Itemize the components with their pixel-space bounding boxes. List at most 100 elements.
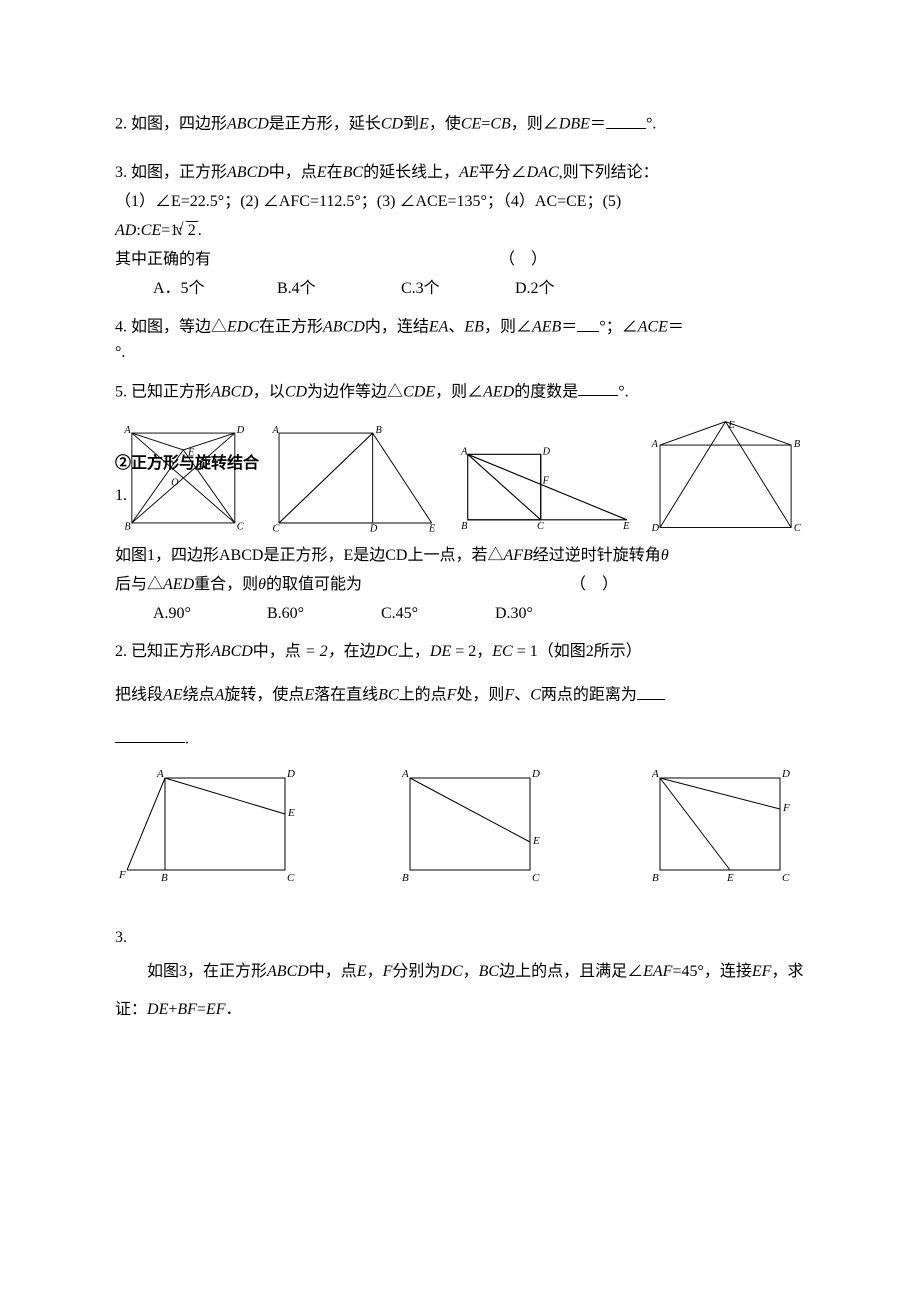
option-b: B.4个 [277,275,397,304]
figure-q2: AB CD E [265,418,438,538]
svg-text:E: E [532,835,540,847]
text: ． [226,1001,242,1018]
var: E [317,164,327,181]
rotation-q2: 2. 已知正方形ABCD中，点 = 2，在边DC上，DE = 2，EC = 1（… [115,638,805,754]
svg-text:F: F [782,802,790,814]
text: = 2， [451,643,492,660]
svg-text:A: A [650,439,658,450]
var: E [357,963,367,980]
svg-text:D: D [286,768,295,780]
question-3: 3. 如图，正方形ABCD中，点E在BC的延长线上，AE平分∠DAC,则下列结论… [115,159,805,303]
svg-text:E: E [726,872,734,884]
var: AFB [503,547,532,564]
var: ABCD [211,383,253,400]
option-d: D.2个 [515,275,595,304]
text: 4. 如图，等边△ [115,319,227,336]
blank [637,681,665,700]
text: 边上的点，且满足∠ [499,963,643,980]
text: ，则∠ [484,319,532,336]
svg-text:B: B [461,521,468,532]
svg-text:B: B [794,439,801,450]
svg-text:E: E [428,523,436,534]
svg-text:E: E [287,807,295,819]
svg-text:D: D [650,523,659,534]
var: DE [147,1001,168,1018]
svg-text:C: C [537,521,544,532]
var: = 2， [301,643,344,660]
var: AD [115,222,136,239]
option-d: D.30° [495,600,575,629]
text: . [198,222,202,239]
var: DC [376,643,398,660]
section-2-heading: ②正方形与旋转结合 [115,450,259,479]
svg-text:B: B [161,872,168,884]
svg-text:A: A [156,768,164,780]
text: 处，则 [456,687,504,704]
svg-text:C: C [237,521,244,532]
var: DAC [527,164,559,181]
svg-text:B: B [652,872,659,884]
var: DE [430,643,451,660]
var: EB [464,319,484,336]
svg-text:F: F [541,475,549,486]
var: DBE [559,116,590,133]
paren: （ ） [499,251,547,268]
var: θ [258,576,266,593]
text: 在正方形 [259,319,323,336]
text: . [185,730,189,747]
text: 的度数是 [514,383,578,400]
svg-text:B: B [402,872,409,884]
svg-text:C: C [273,523,280,534]
rotation-q1: 如图1，四边形ABCD是正方形，E是边CD上一点，若△AFB经过逆时针旋转角θ … [115,542,805,628]
options: A．5个 B.4个 C.3个 D.2个 [115,275,805,304]
svg-text:E: E [622,521,630,532]
text: = [481,116,490,133]
blank [115,725,185,744]
text: 在 [327,164,343,181]
text: 绕点 [183,687,215,704]
svg-text:C: C [532,872,540,884]
var: BC [343,164,363,181]
var: θ [661,547,669,564]
var: E [419,116,429,133]
text: 是正方形，延长 [269,116,381,133]
text: °；∠ [599,319,637,336]
sqrt-icon: 2 [183,217,198,246]
text: °. [618,383,628,400]
text: 、 [514,687,530,704]
var: A [215,687,225,704]
text: 2. 已知正方形 [115,643,211,660]
svg-text:D: D [781,768,790,780]
text: 内，连结 [365,319,429,336]
text: 在边 [344,643,376,660]
var: DC [440,963,462,980]
var: F [447,687,457,704]
var: EC [492,643,512,660]
text: 的取值可能为 [266,576,362,593]
var: F [383,963,393,980]
text: ，以 [253,383,285,400]
figure-r1: AD BC EF [115,764,305,884]
question-2: 2. 如图，四边形ABCD是正方形，延长CD到E，使CE=CB，则∠DBE＝°. [115,110,805,139]
r1-num: 1. [115,482,259,511]
svg-text:A: A [651,768,659,780]
text: ＝ [668,319,684,336]
svg-text:D: D [369,523,378,534]
text: 的延长线上， [363,164,459,181]
var: CDE [403,383,435,400]
text: 落在直线 [314,687,378,704]
var: CE [141,222,161,239]
text: 如图3，在正方形 [147,963,267,980]
var: ABCD [323,319,365,336]
var: EA [429,319,449,336]
svg-text:E: E [727,420,735,431]
var: C [530,687,541,704]
var: BC [479,963,499,980]
var: ABCD [227,164,269,181]
var: AE [459,164,479,181]
var: CD [381,116,403,133]
option-a: A．5个 [153,275,273,304]
text: 5. 已知正方形 [115,383,211,400]
figure-q3: AD BC E F [449,438,636,538]
svg-text:A: A [123,425,131,436]
